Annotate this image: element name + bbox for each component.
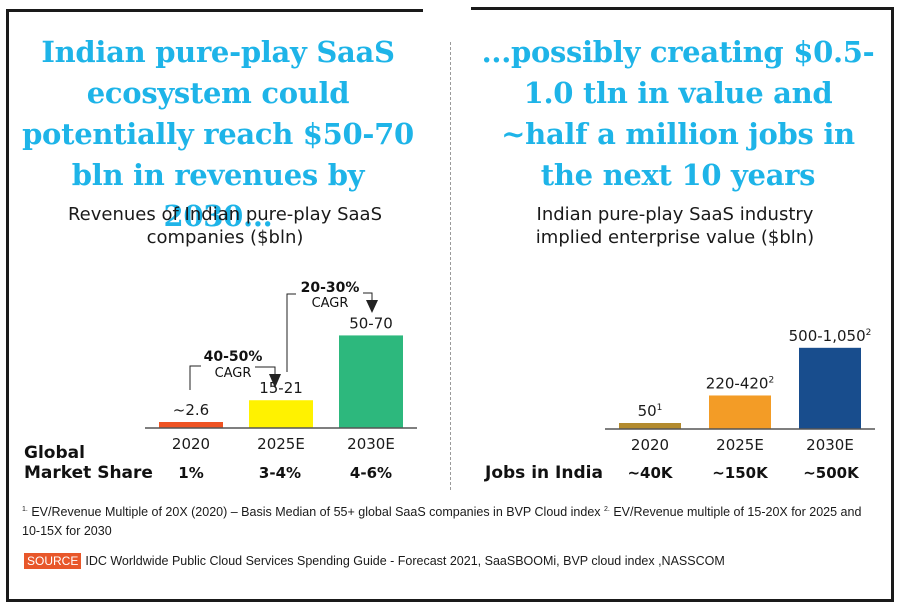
enterprise-value-bar-chart: 501 220-4202 500-1,0502 2020 2025E 2030E Job… <box>484 327 875 483</box>
right-chart-title-line2: implied enterprise value ($bln) <box>535 227 815 248</box>
footnote-marker-1: 1. <box>22 506 28 513</box>
jobs-2025e: ~150K <box>712 464 769 482</box>
bar-2020 <box>619 423 681 429</box>
jobs-in-india-label: Jobs in India <box>484 463 603 483</box>
cagr-connector-2 <box>286 293 296 372</box>
cagr-label-2: CAGR <box>312 296 349 311</box>
arrow-down-icon <box>269 374 281 388</box>
cagr-annotation-2: 20-30% CAGR <box>286 280 378 372</box>
frame-left <box>6 9 9 602</box>
left-chart-title: Revenues of Indian pure-play SaaS compan… <box>15 203 435 249</box>
x-tick-2020: 2020 <box>172 435 210 453</box>
value-label-2030e: 500-1,0502 <box>789 327 872 345</box>
jobs-2020: ~40K <box>627 464 673 482</box>
revenue-bar-chart: ~2.6 15-21 50-70 2020 2025E 2030E 40-50% CAG… <box>24 280 417 483</box>
cagr-pct-2: 20-30% <box>301 280 360 296</box>
x-tick-2030e: 2030E <box>347 435 395 453</box>
bar-2025e <box>249 400 313 428</box>
cagr-connector-1 <box>189 365 201 390</box>
x-tick-2025e: 2025E <box>257 435 305 453</box>
market-share-2020: 1% <box>178 464 203 482</box>
value-label-2030e: 50-70 <box>349 314 393 332</box>
source-badge: SOURCE <box>24 553 82 569</box>
cagr-label-1: CAGR <box>215 366 252 381</box>
cagr-connector-2-to <box>363 292 373 302</box>
frame-right <box>891 7 894 602</box>
left-chart-title-line2: companies ($bln) <box>146 227 304 248</box>
frame-bottom <box>6 599 894 602</box>
frame-top-left <box>6 9 423 12</box>
value-label-2025e: 220-4202 <box>706 374 774 392</box>
jobs-2030e: ~500K <box>803 464 860 482</box>
value-label-2020: 501 <box>638 402 663 420</box>
arrow-down-icon <box>366 300 378 313</box>
footnote: 1. EV/Revenue Multiple of 20X (2020) – B… <box>22 500 882 541</box>
bar-2030e <box>799 347 861 429</box>
x-tick-2020: 2020 <box>631 436 669 454</box>
panel-divider <box>450 42 451 490</box>
market-share-2030e: 4-6% <box>350 464 392 482</box>
x-tick-2030e: 2030E <box>806 436 854 454</box>
cagr-annotation-1: 40-50% CAGR <box>189 349 281 390</box>
x-tick-2025e: 2025E <box>716 436 764 454</box>
footnote-text-2: EV/Revenue multiple of 15-20X for 2025 a… <box>22 505 862 539</box>
market-share-2025e: 3-4% <box>259 464 301 482</box>
source-text: IDC Worldwide Public Cloud Services Spen… <box>85 554 725 568</box>
value-label-2025e: 15-21 <box>259 379 303 397</box>
footnote-text-1: EV/Revenue Multiple of 20X (2020) – Basi… <box>27 505 605 520</box>
market-share-label-line2: Market Share <box>24 463 153 483</box>
bar-2025e <box>709 395 771 429</box>
footnote-marker-2: 2. <box>604 506 610 513</box>
right-chart-title: Indian pure-play SaaS industry implied e… <box>465 203 885 249</box>
cagr-pct-1: 40-50% <box>204 349 263 365</box>
market-share-label-line1: Global <box>24 443 85 463</box>
bar-2030e <box>339 335 403 428</box>
right-chart-title-line1: Indian pure-play SaaS industry <box>536 204 814 225</box>
source-line: SOURCE IDC Worldwide Public Cloud Servic… <box>24 553 725 569</box>
value-label-2020: ~2.6 <box>173 401 209 419</box>
frame-top-right <box>471 7 894 10</box>
left-chart-title-line1: Revenues of Indian pure-play SaaS <box>67 204 382 225</box>
bar-2020 <box>159 422 223 428</box>
right-headline: ...possibly creating $0.5-1.0 tln in val… <box>481 35 875 192</box>
left-headline: Indian pure-play SaaS ecosystem could po… <box>22 35 414 233</box>
